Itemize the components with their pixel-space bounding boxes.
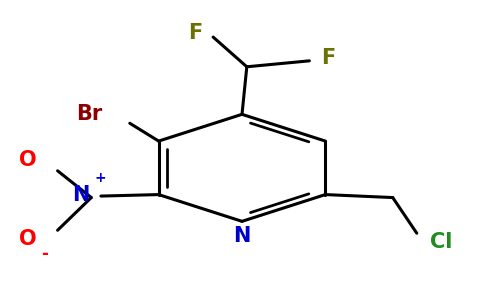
Text: Cl: Cl: [430, 232, 452, 252]
Text: O: O: [19, 150, 37, 170]
Text: F: F: [188, 22, 202, 43]
Text: Br: Br: [76, 104, 102, 124]
Text: N: N: [233, 226, 251, 246]
Text: +: +: [94, 171, 106, 185]
Text: N: N: [72, 184, 90, 205]
Text: F: F: [321, 48, 336, 68]
Text: O: O: [19, 229, 37, 249]
Text: -: -: [41, 245, 47, 263]
